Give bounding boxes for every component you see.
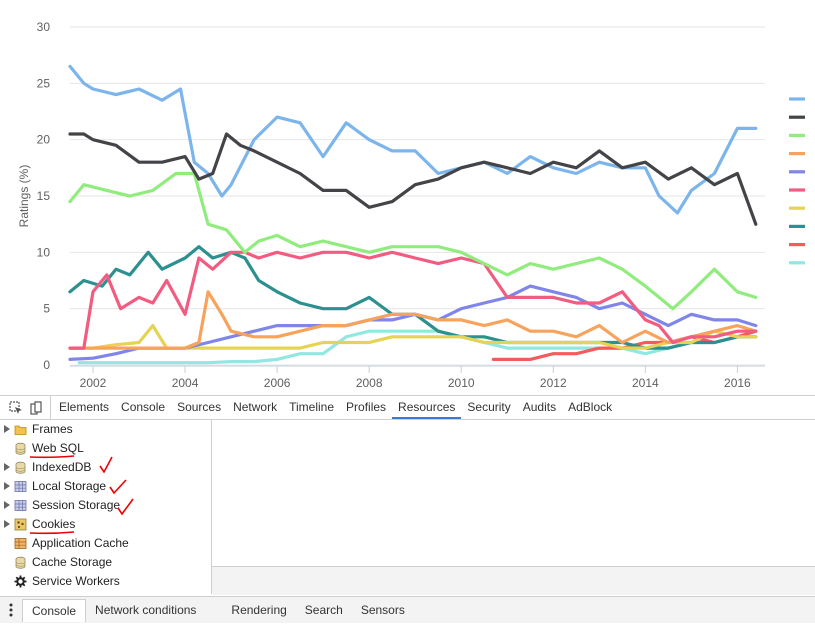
y-tick-label: 0: [43, 358, 50, 372]
grid-table-icon: [14, 480, 27, 493]
x-tick-label: 2016: [724, 376, 751, 390]
tree-item-label: Application Cache: [32, 536, 129, 550]
series-line: [68, 290, 758, 350]
x-tick-label: 2010: [448, 376, 475, 390]
console-drawer: Console Network conditions Rendering Search…: [0, 596, 815, 623]
tree-item-application-cache[interactable]: Application Cache: [0, 534, 211, 553]
tab-profiles[interactable]: Profiles: [346, 400, 387, 414]
resources-content: [212, 420, 815, 566]
tab-adblock[interactable]: AdBlock: [568, 400, 613, 414]
series-line: [68, 250, 758, 350]
tree-item-cache-storage[interactable]: Cache Storage: [0, 553, 211, 572]
y-tick-label: 10: [37, 245, 51, 259]
tab-elements[interactable]: Elements: [59, 400, 110, 414]
tab-sources[interactable]: Sources: [177, 400, 222, 414]
database-icon: [14, 556, 27, 569]
cookie-icon: [14, 518, 27, 531]
tree-item-label: Local Storage: [32, 479, 107, 493]
series-line: [68, 64, 758, 215]
y-tick-label: 5: [43, 302, 50, 316]
series-line: [68, 245, 758, 350]
tab-console[interactable]: Console: [121, 400, 166, 414]
grid-table-icon: [14, 499, 27, 512]
tree-item-label: IndexedDB: [32, 460, 92, 474]
y-tick-label: 15: [37, 189, 51, 203]
y-tick-label: 20: [37, 133, 51, 147]
expand-arrow-icon[interactable]: [4, 501, 10, 509]
tab-resources[interactable]: Resources: [392, 396, 462, 419]
folder-icon: [14, 423, 27, 436]
y-tick-label: 25: [37, 76, 51, 90]
tree-item-label: Service Workers: [32, 574, 120, 588]
drawer-tab-search[interactable]: Search: [304, 603, 343, 617]
series-line: [77, 329, 758, 365]
app-cache-icon: [14, 537, 27, 550]
tree-item-label: Cookies: [32, 517, 76, 531]
device-mode-icon[interactable]: [26, 398, 46, 418]
inspect-element-icon[interactable]: [6, 398, 26, 418]
tree-item-indexeddb[interactable]: IndexedDB: [0, 458, 211, 477]
database-icon: [14, 442, 27, 455]
gear-icon: [14, 575, 27, 588]
tab-security[interactable]: Security: [467, 400, 511, 414]
series-line: [68, 324, 758, 350]
tree-item-label: Web SQL: [32, 441, 84, 455]
x-tick-label: 2014: [632, 376, 659, 390]
x-tick-label: 2004: [172, 376, 199, 390]
tree-item-cookies[interactable]: Cookies: [0, 515, 211, 534]
devtools-tabs: Elements Console Sources Network Timeline Pro…: [53, 396, 618, 419]
tree-item-web-sql[interactable]: Web SQL: [0, 439, 211, 458]
y-axis-label: Ratings (%): [17, 165, 31, 228]
x-tick-label: 2006: [264, 376, 291, 390]
tab-audits[interactable]: Audits: [522, 400, 557, 414]
expand-arrow-icon[interactable]: [4, 482, 10, 490]
toolbar-icons: [0, 396, 51, 419]
series-line: [68, 171, 758, 311]
tree-item-local-storage[interactable]: Local Storage: [0, 477, 211, 496]
x-tick-label: 2008: [356, 376, 383, 390]
drawer-tab-sensors[interactable]: Sensors: [360, 603, 405, 617]
tree-item-label: Session Storage: [32, 498, 121, 512]
drawer-tabs: Console Network conditions Rendering Search…: [22, 598, 414, 622]
expand-arrow-icon[interactable]: [4, 425, 10, 433]
x-tick-label: 2012: [540, 376, 567, 390]
tree-item-service-workers[interactable]: Service Workers: [0, 572, 211, 591]
tab-network[interactable]: Network: [233, 400, 278, 414]
chart-canvas: 0 5 10 15 20 25 30 2002 2004 2006 2008 2010 2012 2014…: [17, 20, 805, 390]
resources-sidebar: Frames Web SQL IndexedDB Local Storage Sessi…: [0, 420, 212, 594]
tab-timeline[interactable]: Timeline: [289, 400, 335, 414]
drawer-tab-rendering[interactable]: Rendering: [231, 603, 287, 617]
devtools-tabbar: Elements Console Sources Network Timeline Pro…: [0, 396, 815, 420]
resources-panel: Frames Web SQL IndexedDB Local Storage Sessi…: [0, 420, 815, 595]
ratings-line-chart: 0 5 10 15 20 25 30 2002 2004 2006 2008 2010 2012 2014…: [17, 20, 805, 390]
drawer-tab-console[interactable]: Console: [22, 599, 87, 622]
x-tick-label: 2002: [80, 376, 107, 390]
devtools-panel: Elements Console Sources Network Timeline Pro…: [0, 395, 815, 627]
kebab-menu-icon[interactable]: [0, 598, 22, 622]
tree-item-label: Cache Storage: [32, 555, 113, 569]
tree-item-label: Frames: [32, 422, 73, 436]
database-icon: [14, 461, 27, 474]
tree-item-session-storage[interactable]: Session Storage: [0, 496, 211, 515]
resources-content-footer: [212, 566, 815, 595]
expand-arrow-icon[interactable]: [4, 463, 10, 471]
series-line: [68, 132, 758, 226]
expand-arrow-icon[interactable]: [4, 520, 10, 528]
tree-item-frames[interactable]: Frames: [0, 420, 211, 439]
drawer-tab-network-conditions[interactable]: Network conditions: [95, 603, 197, 617]
y-tick-label: 30: [37, 20, 51, 34]
